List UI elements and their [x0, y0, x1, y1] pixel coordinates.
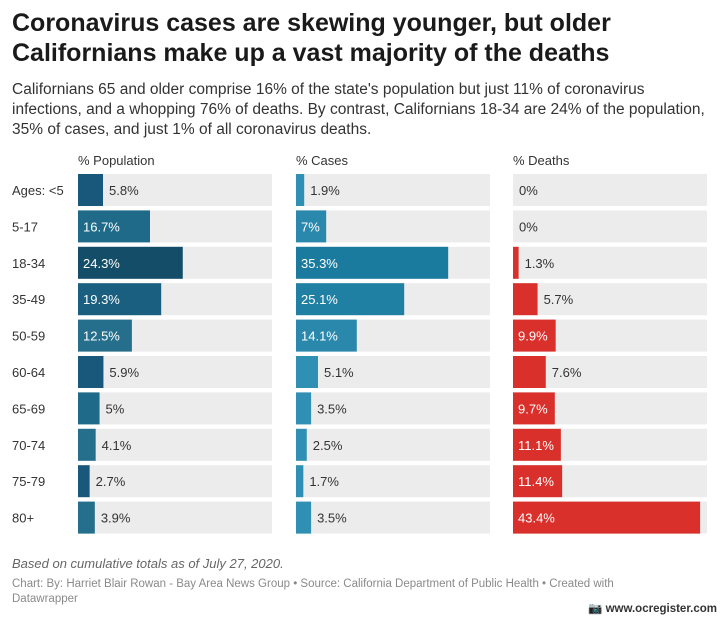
bar: [78, 392, 100, 425]
category-label: 65-69: [12, 401, 45, 416]
category-label: 75-79: [12, 474, 45, 489]
data-label: 16.7%: [83, 219, 120, 234]
chart-credit: Chart: By: Harriet Blair Rowan - Bay Are…: [12, 578, 614, 605]
bar: [296, 428, 307, 461]
bar-track: [513, 283, 707, 316]
category-label: 80+: [12, 511, 34, 526]
bar-track: [78, 356, 272, 388]
category-label: 5-17: [12, 219, 38, 234]
data-label: 3.9%: [101, 511, 131, 526]
bar: [78, 428, 96, 461]
bar: [296, 465, 304, 498]
bar-track: [296, 465, 490, 498]
data-label: 0%: [519, 219, 538, 234]
bar-track: [296, 210, 490, 243]
panel-header: % Deaths: [513, 153, 570, 168]
data-label: 4.1%: [102, 438, 132, 453]
bar: [78, 174, 104, 206]
bar-track: [296, 501, 490, 534]
data-label: 5.9%: [109, 365, 139, 380]
category-label: 35-49: [12, 292, 45, 307]
data-label: 2.5%: [313, 438, 343, 453]
bar-track: [78, 392, 272, 425]
data-label: 11.4%: [518, 474, 554, 489]
data-label: 43.4%: [518, 511, 555, 526]
bar: [513, 428, 561, 461]
bar: [513, 465, 563, 498]
site-watermark: 📷 www.ocregister.com: [588, 601, 717, 615]
category-label: 60-64: [12, 365, 45, 380]
data-label: 1.3%: [525, 256, 555, 271]
bar-track: [513, 210, 707, 243]
data-label: 25.1%: [301, 292, 338, 307]
data-label: 7.6%: [552, 365, 582, 380]
data-label: 1.7%: [309, 474, 339, 489]
bar: [513, 356, 546, 388]
data-label: 24.3%: [83, 256, 120, 271]
bar-track: [296, 174, 490, 206]
bar: [78, 319, 132, 352]
category-label: Ages: <5: [12, 183, 64, 198]
bar: [78, 465, 90, 498]
bar: [78, 501, 95, 534]
bar: [513, 246, 519, 279]
bar: [513, 501, 701, 534]
category-label: 70-74: [12, 438, 45, 453]
data-label: 3.5%: [317, 511, 347, 526]
data-label: 0%: [519, 183, 538, 198]
chart-note: Based on cumulative totals as of July 27…: [12, 556, 284, 571]
category-label: 18-34: [12, 256, 45, 271]
chart-title: Coronavirus cases are skewing younger, b…: [12, 9, 611, 67]
data-label: 5.8%: [109, 183, 139, 198]
camera-icon: 📷: [588, 603, 603, 615]
bar: [78, 210, 150, 243]
data-label: 19.3%: [83, 292, 120, 307]
data-label: 3.5%: [317, 401, 347, 416]
bar-track: [296, 356, 490, 388]
panel-header: % Population: [78, 153, 155, 168]
bar: [78, 246, 183, 279]
bar-track: [513, 246, 707, 279]
bar-chart: Ages: <5 5-17 18-34 35-49 50-59 60-64 65-69 70-…: [12, 153, 707, 534]
bar: [513, 392, 555, 425]
bar-track: [296, 392, 490, 425]
bar: [296, 174, 305, 206]
category-label: 50-59: [12, 329, 45, 344]
bar: [78, 283, 162, 316]
bar-track: [513, 174, 707, 206]
bar: [78, 356, 104, 388]
bar: [296, 501, 312, 534]
data-label: 35.3%: [301, 256, 338, 271]
bar-track: [78, 174, 272, 206]
bar: [296, 392, 312, 425]
bar: [513, 319, 556, 352]
bar: [296, 283, 405, 316]
bar: [296, 356, 318, 388]
bar: [296, 246, 449, 279]
data-label: 2.7%: [96, 474, 126, 489]
data-label: 5.1%: [324, 365, 354, 380]
bar: [296, 210, 327, 243]
chart-description: Californians 65 and older comprise 16% o…: [12, 81, 705, 138]
data-label: 5%: [106, 401, 125, 416]
data-label: 9.7%: [518, 401, 548, 416]
bar-track: [78, 428, 272, 461]
data-label: 1.9%: [310, 183, 340, 198]
data-label: 14.1%: [301, 329, 338, 344]
bar: [513, 283, 538, 316]
data-label: 11.1%: [518, 438, 554, 453]
data-label: 12.5%: [83, 329, 120, 344]
data-label: 5.7%: [544, 292, 574, 307]
bar-track: [78, 465, 272, 498]
data-label: 9.9%: [518, 329, 548, 344]
data-label: 7%: [301, 219, 320, 234]
bar-track: [78, 501, 272, 534]
panel-header: % Cases: [296, 153, 349, 168]
bar-track: [296, 428, 490, 461]
bar: [296, 319, 357, 352]
watermark-text: www.ocregister.com: [605, 603, 717, 615]
